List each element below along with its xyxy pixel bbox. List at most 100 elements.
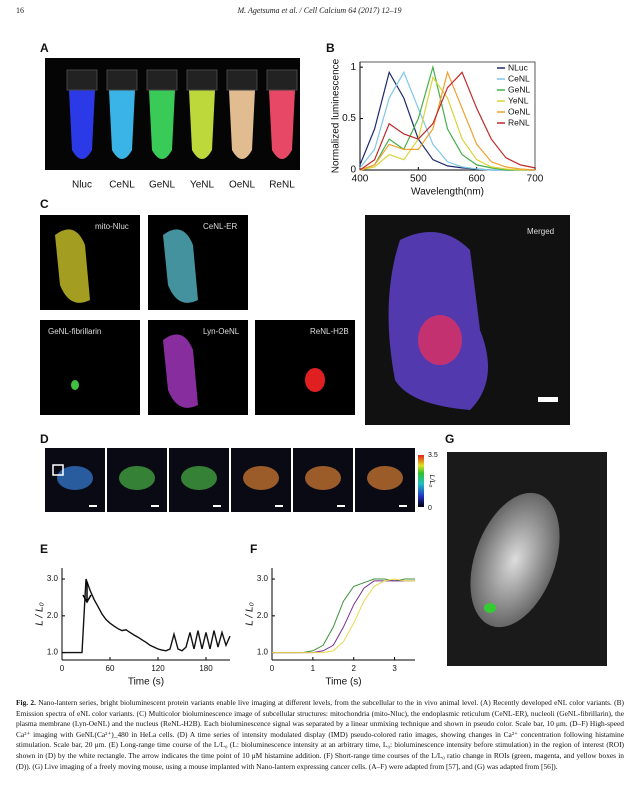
x-tick-label: 120 <box>151 664 165 673</box>
y-tick-label: 1.0 <box>47 648 59 657</box>
image-label: ReNL-H2B <box>310 327 349 336</box>
y-axis-label: L / L₀ <box>35 602 46 626</box>
tube-label: CeNL <box>109 180 135 191</box>
mouse <box>470 492 560 628</box>
scale-bar <box>399 505 407 507</box>
scale-bar <box>89 505 97 507</box>
image-label: Lyn-OeNL <box>203 327 240 336</box>
tube <box>269 90 295 159</box>
x-tick-label: 0 <box>270 664 275 673</box>
y-tick-label: 3.0 <box>257 574 269 583</box>
x-tick-label: 500 <box>410 174 427 185</box>
page-number: 16 <box>16 6 24 15</box>
cell <box>181 466 217 490</box>
micrograph <box>40 215 140 310</box>
image-label: CeNL-ER <box>203 222 237 231</box>
series-line <box>359 64 535 171</box>
micrograph <box>148 320 248 415</box>
cell-signal <box>71 380 79 390</box>
cell <box>305 466 341 490</box>
colorbar-label: L/L₀ <box>428 475 435 488</box>
x-axis-label: Time (s) <box>128 677 164 688</box>
y-tick-label: 0 <box>350 165 356 176</box>
tube-label: OeNL <box>229 180 256 191</box>
tumor-signal <box>484 603 496 613</box>
cell <box>367 466 403 490</box>
tube <box>69 90 95 159</box>
x-axis-label: Wavelength(nm) <box>411 187 484 198</box>
caption-text: Nano-lantern series, bright bioluminesce… <box>16 698 624 771</box>
image-label: mito-Nluc <box>95 222 129 231</box>
micrograph <box>148 215 248 310</box>
panel-label: G <box>445 432 454 446</box>
cell-signal <box>55 229 90 303</box>
scale-bar <box>213 505 221 507</box>
colorbar-tick: 3.5 <box>428 452 438 459</box>
panel-label: E <box>40 542 48 556</box>
tube-label: YeNL <box>190 180 215 191</box>
y-tick-label: 2.0 <box>257 611 269 620</box>
x-tick-label: 60 <box>106 664 115 673</box>
caption-label: Fig. 2. <box>16 698 36 707</box>
legend-label: CeNL <box>508 73 530 83</box>
series-line <box>62 578 231 654</box>
series-line <box>359 75 535 171</box>
tube-cap <box>266 69 298 91</box>
series-line <box>272 578 415 654</box>
x-tick-label: 3 <box>392 664 397 673</box>
tube <box>229 90 255 159</box>
tube-cap <box>226 69 258 91</box>
x-tick-label: 1 <box>311 664 316 673</box>
cell <box>243 466 279 490</box>
tube-label: GeNL <box>149 180 176 191</box>
colorbar <box>418 455 424 507</box>
x-axis-label: Time (s) <box>325 677 361 688</box>
nucleus <box>418 315 462 365</box>
y-tick-label: 1 <box>350 62 356 73</box>
colorbar-tick: 0 <box>428 505 432 512</box>
tube-cap <box>66 69 98 91</box>
figure: A Nluc CeNL GeNL YeNL OeNL ReNL B 400 500 600 70… <box>35 41 607 688</box>
x-tick-label: 700 <box>527 174 544 185</box>
panel-label: D <box>40 432 49 446</box>
running-header: M. Agetsuma et al. / Cell Calcium 64 (20… <box>237 6 402 15</box>
micrograph <box>255 320 355 415</box>
tube <box>149 90 175 159</box>
tube-label: ReNL <box>269 180 295 191</box>
x-tick-label: 2 <box>351 664 356 673</box>
cell-signal <box>305 368 325 392</box>
y-tick-label: 3.0 <box>47 574 59 583</box>
y-axis-label: L / L₀ <box>245 602 256 626</box>
tube-cap <box>186 69 218 91</box>
panel-label: B <box>326 41 335 55</box>
cell-signal <box>163 334 198 408</box>
legend-label: OeNL <box>508 106 530 116</box>
scale-bar <box>337 505 345 507</box>
x-tick-label: 180 <box>199 664 213 673</box>
panel-label: A <box>40 41 49 55</box>
arrow <box>82 582 92 604</box>
cell <box>57 466 93 490</box>
panel-label: C <box>40 197 49 211</box>
series-line <box>359 70 536 171</box>
scale-bar <box>151 505 159 507</box>
scale-bar <box>275 505 283 507</box>
x-tick-label: 400 <box>352 174 369 185</box>
tube-cap <box>146 69 178 91</box>
legend-label: ReNL <box>508 117 530 127</box>
y-tick-label: 2.0 <box>47 611 59 620</box>
y-tick-label: 0.5 <box>342 113 356 124</box>
cell <box>119 466 155 490</box>
caption: Fig. 2. Nano-lantern series, bright biol… <box>16 698 624 772</box>
legend-label: YeNL <box>508 95 529 105</box>
tube-cap <box>106 69 138 91</box>
tube <box>189 90 215 159</box>
x-tick-label: 0 <box>60 664 65 673</box>
x-tick-label: 600 <box>468 174 485 185</box>
cell-signal <box>163 229 198 303</box>
series-line <box>359 71 536 171</box>
scale-bar <box>538 397 558 402</box>
y-tick-label: 1.0 <box>257 648 269 657</box>
image-label: Merged <box>527 227 554 236</box>
